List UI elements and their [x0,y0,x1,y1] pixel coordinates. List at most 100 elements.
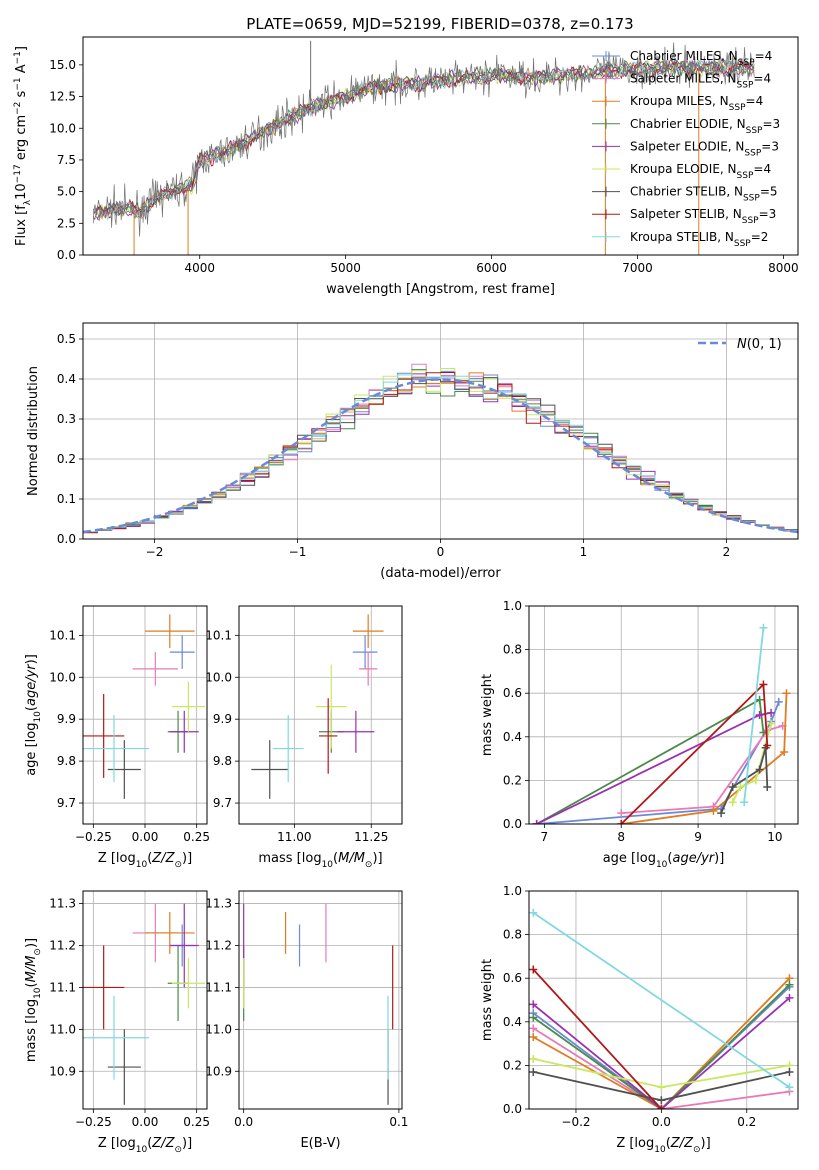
y-tick-label: 9.8 [213,754,232,768]
x-tick-label: 11.25 [354,830,388,844]
legend-label: Chabrier ELODIE, NSSP=3 [630,117,780,136]
weight-marker-salpeter_stelib [529,965,538,974]
axes-mass_weight_vs_Z: −0.2 0.0 0.2 0.0 0.2 0.4 0.6 0.8 1.0 Z [log10(Z/Z… [480,884,799,1155]
plot-area-mass_weight_vs_Z [529,891,798,1109]
weight-marker-chabrier_miles [774,697,783,706]
y-axis-label: mass weight [480,674,495,756]
histogram-chabrier_stelib [83,377,798,533]
weight-marker-kroupa_elodie [657,1083,666,1092]
weight-line-kroupa_miles [532,977,791,1109]
weight-marker-kroupa_stelib [529,908,538,917]
plot-area-residual_histogram [83,323,798,539]
label-part: ( [333,851,338,866]
y-tick-label: 11.3 [49,897,76,911]
normal-curve [83,378,798,534]
plot-area-mass_vs_Z [83,891,207,1109]
axes-frame [528,890,799,1110]
x-tick-label: 10 [767,830,782,844]
x-tick-label: 9 [694,830,702,844]
weight-line-kroupa_miles [621,693,788,824]
y-tick-label: 0.0 [503,1102,522,1116]
weight-marker-salpeter_stelib [617,820,626,824]
weight-marker-chabrier_elodie [755,695,764,704]
label-part: Z [log [98,1136,136,1151]
weight-line-salpeter_elodie [532,997,791,1109]
plot-area-age_vs_mass [239,606,402,824]
x-tick-label: 0 [437,545,445,559]
figure-title: PLATE=0659, MJD=52199, FIBERID=0378, z=0… [246,15,633,33]
y-tick-label: 9.7 [57,796,76,810]
weight-marker-kroupa_elodie [736,782,745,791]
weight-line-kroupa_stelib [743,627,765,803]
label-part: SSP [738,58,755,68]
label-part: mass weight [480,959,495,1041]
label-part: Kroupa STELIB, N [630,230,734,244]
weight-marker-kroupa_stelib [759,623,768,632]
y-tick-label: 9.9 [213,712,232,726]
label-part: )] [24,654,39,664]
weight-marker-kroupa_miles [529,1033,538,1042]
label-part: E(B-V) [300,1136,340,1151]
label-part: (data-model)/error [380,566,501,581]
x-tick-label: 8 [617,830,625,844]
x-axis-label: Z [log10(Z/Z⊙)] [98,1136,192,1155]
y-tick-label: 0.1 [57,492,76,506]
weight-marker-chabrier_stelib [657,1096,666,1105]
label-part: ] [14,46,29,51]
weight-marker-chabrier_stelib [728,782,737,791]
x-tick-label: 8000 [768,261,799,275]
axes-residual_histogram: −2 −1 0 1 2 0.0 0.1 0.2 0.3 0.4 0.5 (data-model)/er… [26,322,799,581]
label-part: 10 [136,1145,148,1155]
y-tick-label: 0.6 [503,686,522,700]
label-part: s [14,90,29,101]
label-part: )] [701,1136,711,1151]
x-tick-label: −0.25 [75,1115,112,1129]
y-tick-label: 11.2 [205,939,232,953]
axes-frame [528,605,799,825]
label-part: =4 [746,94,764,108]
x-axis-label: age [log10(age/yr)] [603,851,725,870]
label-part: =4 [753,72,771,86]
label-part: erg cm [14,115,29,164]
x-axis-label: wavelength [Angstrom, rest frame] [326,282,555,297]
y-tick-label: 10.0 [49,121,76,135]
weight-marker-chabrier_elodie [785,980,794,989]
label-part: mass weight [480,674,495,756]
label-part: N [737,337,747,352]
y-axis-label: Normed distribution [26,366,41,496]
legend-label: Kroupa MILES, NSSP=4 [630,94,763,113]
label-part: −17 [13,164,23,183]
weight-marker-salpeter_elodie [785,993,794,1002]
weight-marker-chabrier_elodie [529,1013,538,1022]
weight-marker-salpeter_elodie [529,1000,538,1009]
axes-frame [82,322,799,540]
label-part: (0, 1) [747,337,782,352]
y-axis-label: mass weight [480,959,495,1041]
label-part: ( [147,851,152,866]
label-part: age [log [603,851,656,866]
label-part: ( [24,982,39,987]
y-tick-label: 5.0 [57,185,76,199]
x-tick-label: −1 [289,545,307,559]
weight-marker-salpeter_miles [529,1024,538,1033]
plot-area-mass_vs_EBV [239,891,402,1109]
axes-age_vs_mass: 11.00 11.25 9.7 9.8 9.9 10.0 10.1 mass [log10(M… [205,605,403,870]
label-part: )] [182,851,192,866]
y-tick-label: 9.8 [57,754,76,768]
weight-line-chabrier_elodie [532,984,791,1109]
weight-line-kroupa_elodie [731,723,772,803]
y-tick-label: 15.0 [49,58,76,72]
y-tick-label: 11.2 [49,939,76,953]
plot-area-spectrum [92,40,755,255]
label-part: )] [372,851,382,866]
x-tick-label: 0.25 [183,830,210,844]
plot-area-mass_weight_vs_age [529,606,798,824]
label-part: ⊙ [174,860,182,870]
label-part: SSP [744,148,761,158]
y-tick-label: 0.4 [503,730,522,744]
weight-marker-kroupa_elodie [767,719,776,728]
label-part: 10 [33,711,43,723]
plot-area-age_vs_Z [83,606,207,824]
label-part: )] [182,1136,192,1151]
weight-marker-kroupa_elodie [751,776,760,785]
